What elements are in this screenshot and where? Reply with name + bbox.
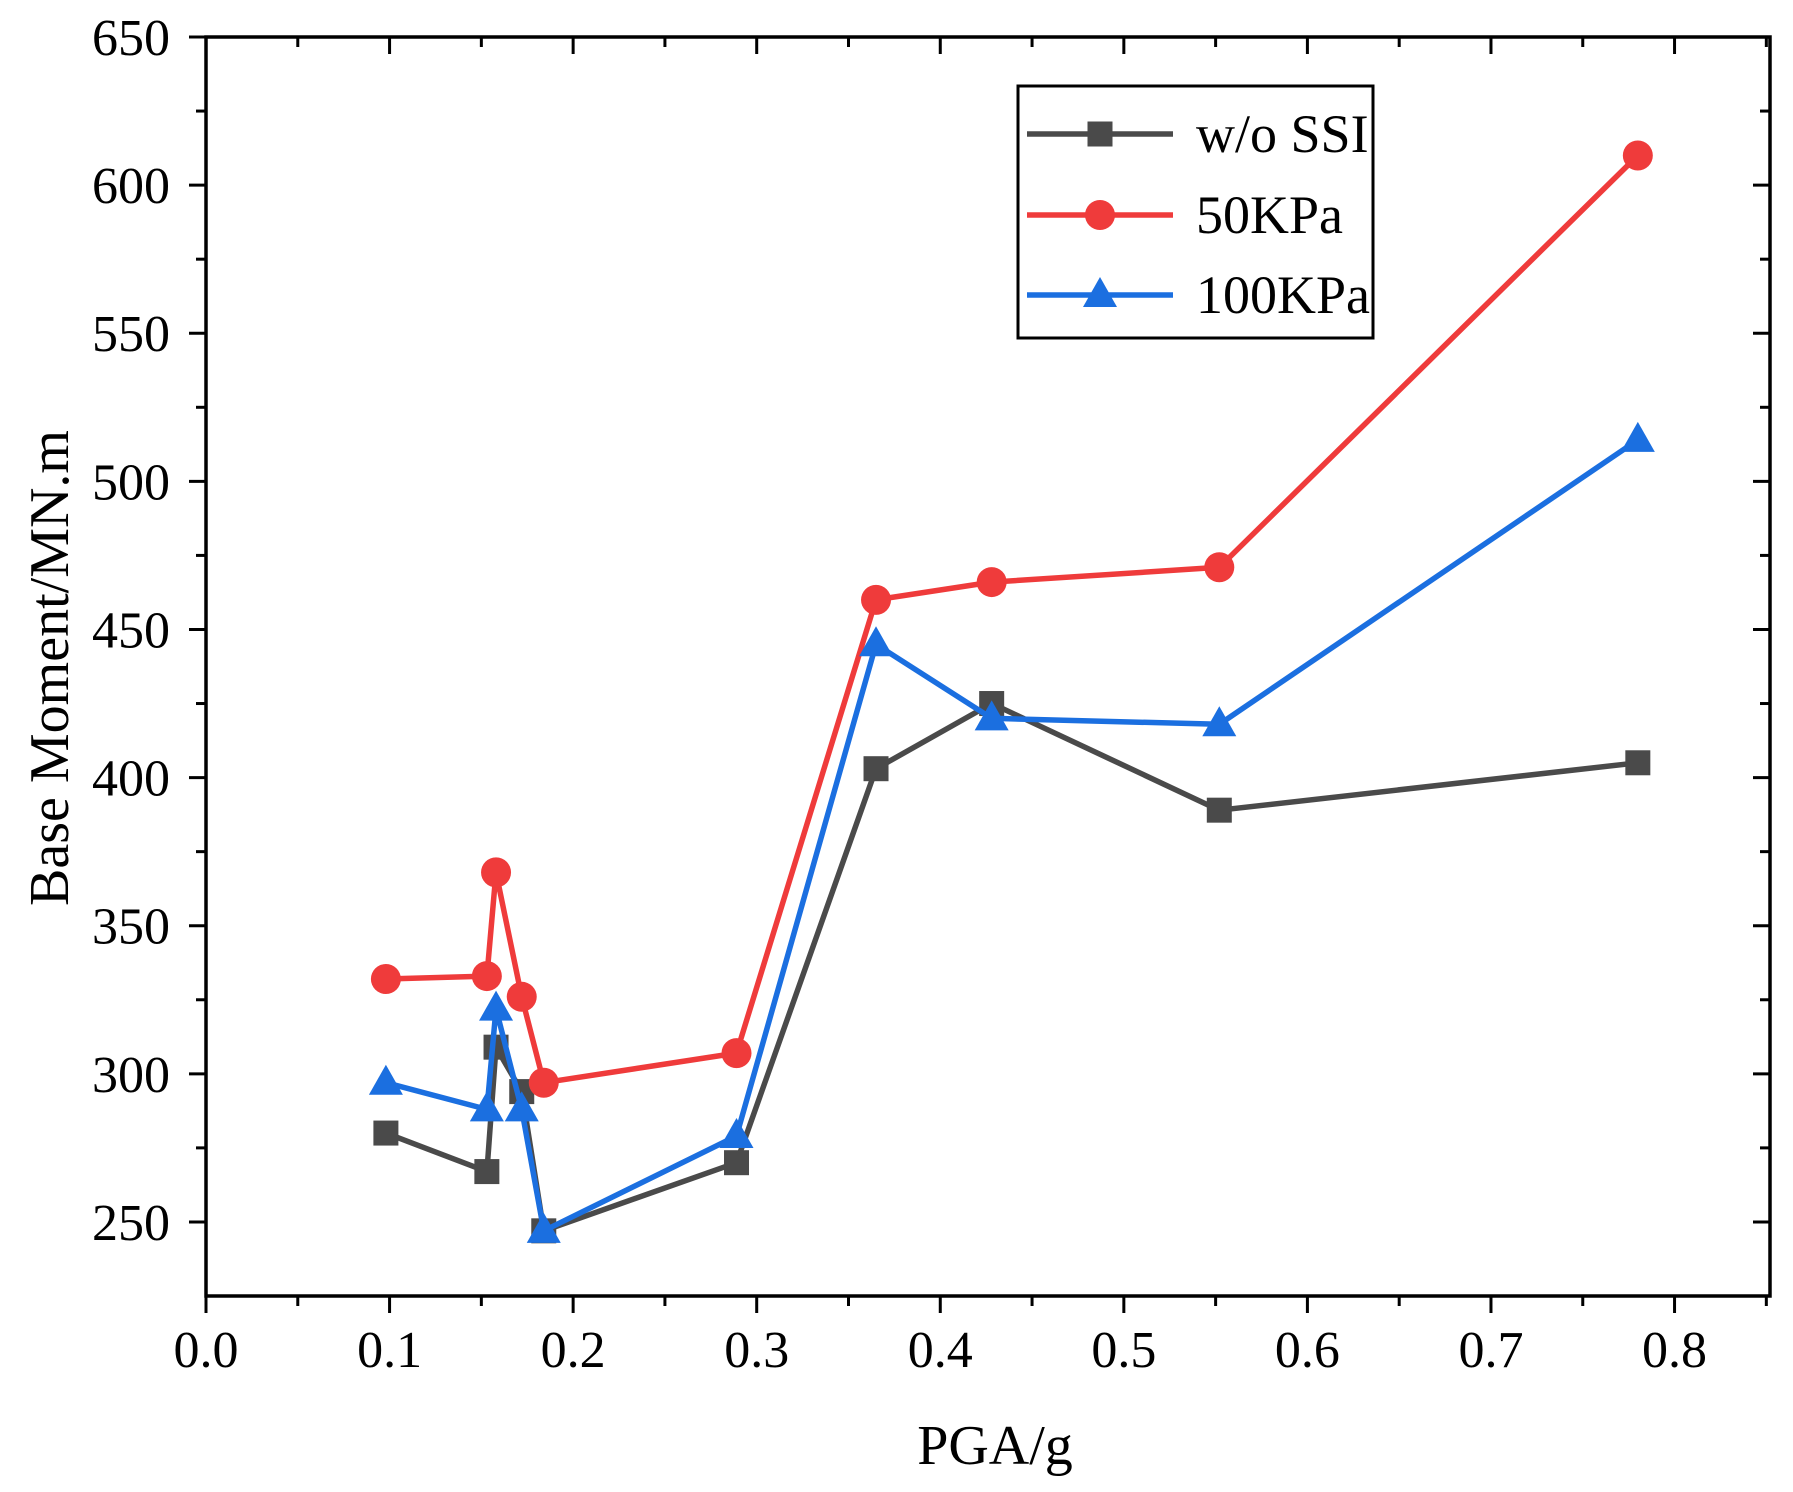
y-axis-title: Base Moment/MN.m	[19, 430, 81, 906]
plot-series	[368, 140, 1655, 1244]
x-tick-label: 0.1	[357, 1322, 422, 1379]
axis-tick-labels: 0.0 0.1 0.2 0.3 0.4 0.5 0.6 0.7 0.8 250 300 350 400 4…	[92, 10, 1707, 1379]
legend-label-w-o-ssi: w/o SSI	[1196, 104, 1369, 164]
legend-samples	[1027, 121, 1173, 307]
plot-frame	[204, 35, 1772, 1298]
series-50kpa-point	[370, 964, 401, 995]
y-tick-label: 400	[92, 751, 170, 808]
series-50kpa-point	[861, 584, 892, 615]
x-tick-label: 0.5	[1091, 1322, 1156, 1379]
series-100kpa-point	[1620, 421, 1655, 452]
series-100kpa-point	[368, 1064, 403, 1095]
series-100kpa-point	[719, 1118, 754, 1149]
y-tick-label: 650	[92, 10, 170, 67]
series-50kpa-point	[721, 1038, 752, 1069]
y-tick-label: 550	[92, 306, 170, 363]
x-tick-label: 0.7	[1458, 1322, 1523, 1379]
series-50kpa-point	[976, 567, 1007, 598]
y-tick-label: 350	[92, 899, 170, 956]
y-tick-label: 600	[92, 158, 170, 215]
series-100kpa-point	[469, 1091, 504, 1122]
y-tick-label: 450	[92, 602, 170, 659]
legend: w/o SSI 50KPa 100KPa	[1016, 84, 1375, 340]
x-tick-label: 0.6	[1275, 1322, 1340, 1379]
y-tick-label: 250	[92, 1195, 170, 1252]
series-w-o-ssi-line	[383, 700, 1641, 1234]
series-100kpa-point	[504, 1091, 539, 1122]
series-100kpa-point	[1202, 706, 1237, 737]
series-w-o-ssi-point	[1625, 750, 1651, 776]
series-100kpa-point	[974, 700, 1009, 731]
series-50kpa-point	[506, 981, 537, 1012]
series-w-o-ssi-point	[863, 756, 889, 782]
series-50kpa-point	[471, 961, 502, 992]
series-50kpa-point	[528, 1067, 559, 1098]
series-100kpa-point	[526, 1212, 561, 1243]
series-100kpa-point	[479, 990, 514, 1021]
series-w-o-ssi-point	[1206, 797, 1232, 823]
series-50kpa-point	[481, 857, 512, 888]
x-tick-label: 0.8	[1642, 1322, 1707, 1379]
series-w-o-ssi-point	[724, 1150, 750, 1176]
series-100kpa-point	[859, 626, 894, 657]
series-w-o-ssi-point	[474, 1159, 500, 1185]
legend-marker-100kpa	[1083, 277, 1117, 307]
y-tick-label: 500	[92, 454, 170, 511]
series-50kpa-point	[1204, 552, 1235, 583]
x-axis-title: PGA/g	[917, 1415, 1073, 1477]
axis-ticks	[189, 35, 1770, 1313]
legend-label-50kpa: 50KPa	[1196, 185, 1343, 245]
x-tick-label: 0.2	[541, 1322, 606, 1379]
x-tick-label: 0.3	[724, 1322, 789, 1379]
y-tick-label: 300	[92, 1047, 170, 1104]
series-50kpa-point	[1622, 140, 1653, 171]
x-tick-label: 0.4	[908, 1322, 973, 1379]
series-w-o-ssi-point	[373, 1120, 399, 1146]
series-100kpa-line	[383, 437, 1641, 1234]
x-tick-label: 0.0	[174, 1322, 239, 1379]
legend-marker-w-o-ssi	[1087, 121, 1113, 147]
legend-marker-50kpa	[1085, 200, 1115, 230]
legend-label-100kpa: 100KPa	[1196, 265, 1370, 325]
series-50kpa-line	[383, 152, 1641, 1086]
